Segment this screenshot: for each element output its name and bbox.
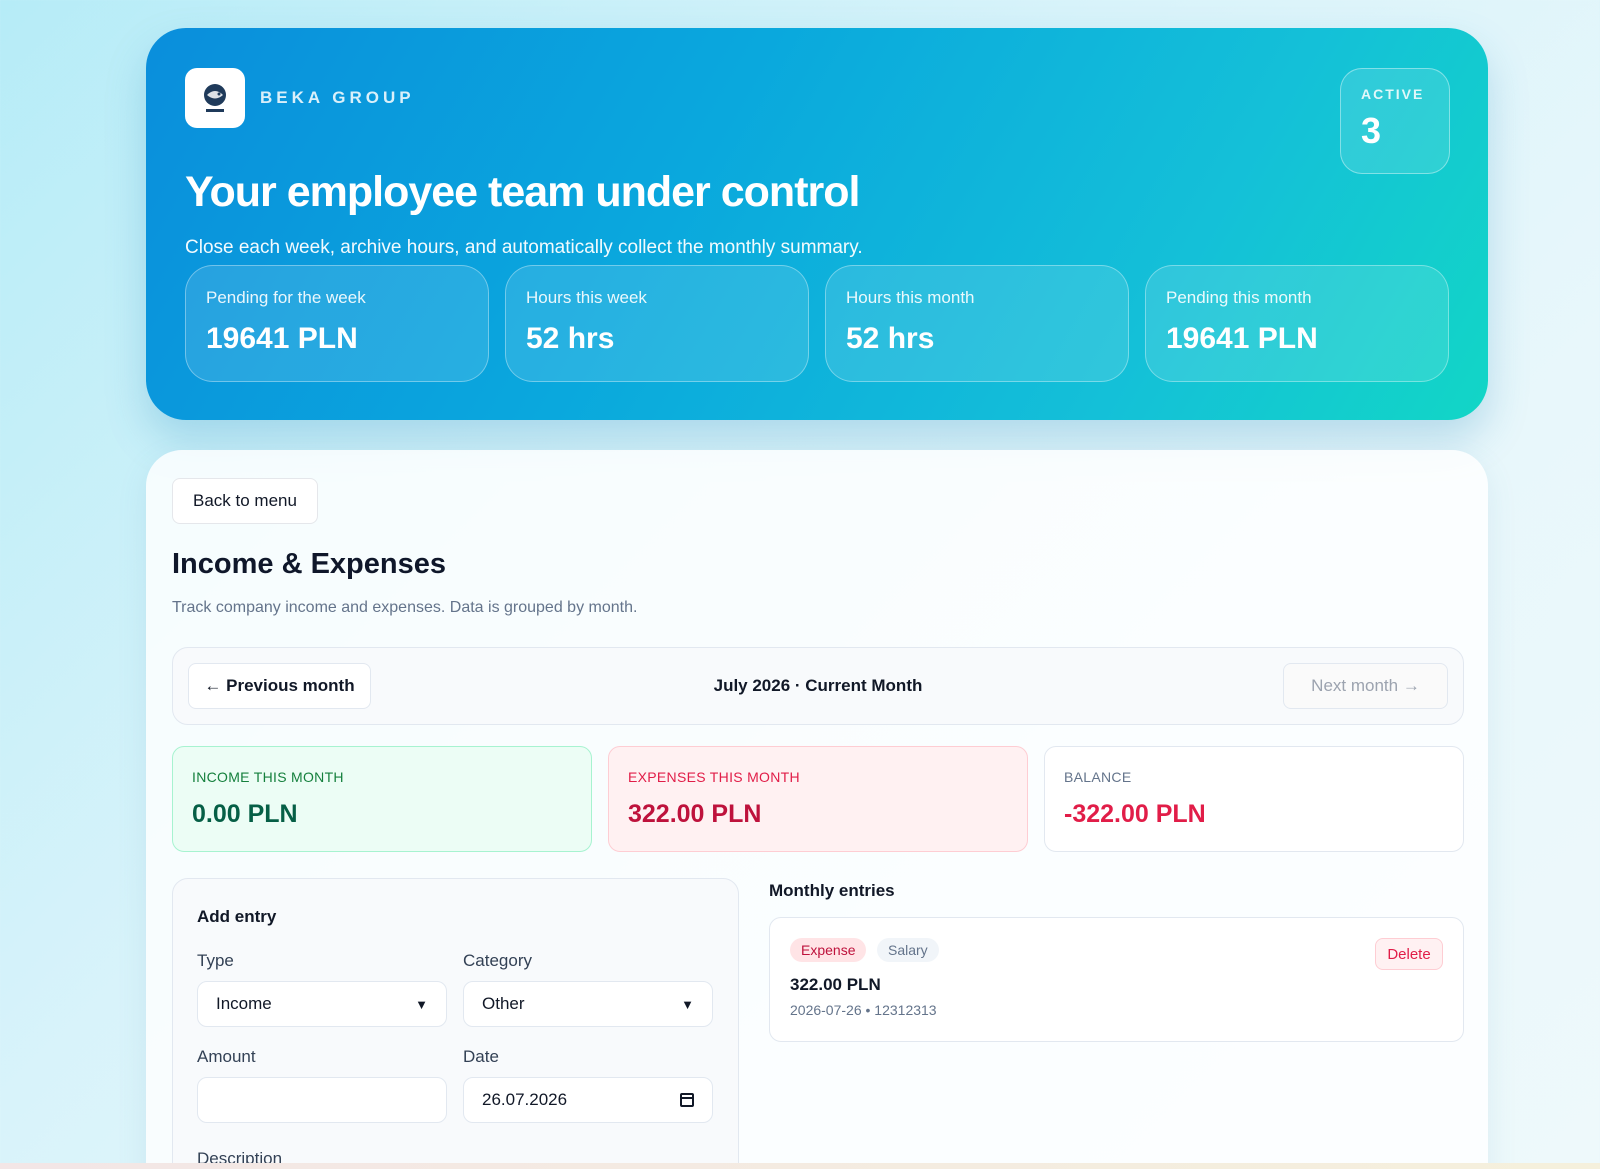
expenses-summary-card: EXPENSES THIS MONTH 322.00 PLN [608,746,1028,852]
income-value: 0.00 PLN [192,800,298,828]
page-description: Track company income and expenses. Data … [172,599,638,616]
type-label: Type [197,951,234,970]
brand: BEKA GROUP [185,68,415,128]
active-value: 3 [1361,110,1382,151]
category-label: Category [463,951,532,970]
chevron-down-icon: ▼ [681,996,694,1012]
calendar-icon[interactable] [680,1093,694,1107]
category-badge: Salary [877,938,939,962]
stat-value: 52 hrs [526,322,615,355]
balance-summary-card: BALANCE -322.00 PLN [1044,746,1464,852]
type-select-value: Income [216,994,272,1013]
back-to-menu-button[interactable]: Back to menu [172,478,318,524]
amount-input[interactable] [197,1077,447,1123]
list-item: Expense Salary Delete 322.00 PLN 2026-07… [769,917,1464,1042]
monthly-entries-title: Monthly entries [769,881,895,900]
month-navigator: ← Previous month July 2026 · Current Mon… [172,647,1464,725]
stat-card-pending-month: Pending this month 19641 PLN [1145,265,1449,382]
balance-label: BALANCE [1064,769,1132,785]
category-select[interactable]: Other ▼ [463,981,713,1027]
stat-card-hours-week: Hours this week 52 hrs [505,265,809,382]
category-select-value: Other [482,994,525,1013]
active-label: ACTIVE [1361,86,1425,102]
delete-entry-button[interactable]: Delete [1375,938,1443,970]
expenses-label: EXPENSES THIS MONTH [628,769,800,785]
hero-banner: BEKA GROUP Your employee team under cont… [146,28,1488,420]
type-select[interactable]: Income ▼ [197,981,447,1027]
stat-value: 19641 PLN [206,322,358,355]
income-label: INCOME THIS MONTH [192,769,344,785]
fishing-logo-icon [185,68,245,128]
date-input[interactable]: 26.07.2026 [463,1077,713,1123]
date-label: Date [463,1047,499,1066]
month-summary: INCOME THIS MONTH 0.00 PLN EXPENSES THIS… [172,746,1464,852]
type-badge: Expense [790,938,867,962]
stat-card-hours-month: Hours this month 52 hrs [825,265,1129,382]
stat-value: 19641 PLN [1166,322,1318,355]
previous-month-button[interactable]: ← Previous month [188,663,371,709]
add-entry-title: Add entry [197,907,277,926]
hero-stats: Pending for the week 19641 PLN Hours thi… [185,265,1449,382]
stat-label: Pending for the week [206,288,366,307]
stat-value: 52 hrs [846,322,935,355]
stat-label: Hours this week [526,288,647,307]
income-expenses-panel: Back to menu Income & Expenses Track com… [146,450,1488,1169]
balance-value: -322.00 PLN [1064,800,1206,828]
hero-title: Your employee team under control [185,168,860,216]
next-month-button[interactable]: Next month → [1283,663,1448,709]
page-title: Income & Expenses [172,548,446,580]
add-entry-form: Add entry Type Income ▼ Category Other ▼… [172,878,739,1169]
brand-name: BEKA GROUP [260,88,415,107]
stat-card-pending-week: Pending for the week 19641 PLN [185,265,489,382]
entry-amount: 322.00 PLN [790,975,881,994]
current-month-label: July 2026 · Current Month [713,676,923,695]
hero-subtitle: Close each week, archive hours, and auto… [185,237,863,258]
income-summary-card: INCOME THIS MONTH 0.00 PLN [172,746,592,852]
chevron-down-icon: ▼ [415,996,428,1012]
date-input-value: 26.07.2026 [482,1090,568,1109]
stat-label: Hours this month [846,288,975,307]
stat-label: Pending this month [1166,288,1312,307]
amount-label: Amount [197,1047,256,1066]
expenses-value: 322.00 PLN [628,800,762,828]
active-count-card: ACTIVE 3 [1340,68,1450,174]
bottom-edge [0,1163,1600,1169]
entry-meta: 2026-07-26 • 12312313 [790,1002,937,1018]
